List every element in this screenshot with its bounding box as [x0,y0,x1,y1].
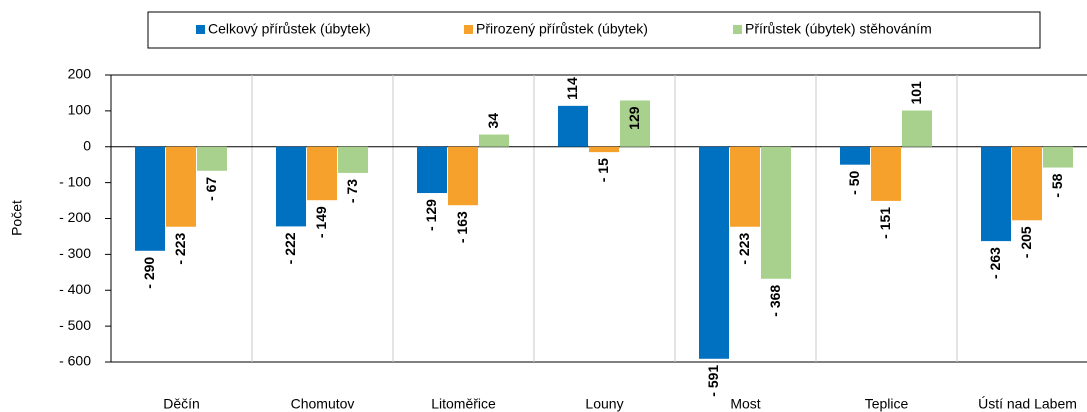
plot-frame [110,74,1087,363]
value-label: - 151 [877,207,893,239]
bar [761,146,791,279]
y-tick-label: - 100 [59,173,91,189]
bar [1012,146,1042,221]
x-tick-label: Chomutov [291,396,355,412]
y-tick-label: 200 [68,66,92,82]
value-label: - 263 [987,247,1003,279]
bar [417,146,447,194]
bar [479,134,509,147]
y-tick-label: 0 [83,137,91,153]
x-tick-label: Litoměřice [431,396,496,412]
bar [840,146,870,165]
y-tick-label: 100 [68,102,92,118]
value-label: - 15 [595,158,611,182]
value-label: - 205 [1018,226,1034,258]
bar [448,146,478,206]
legend-swatch [196,25,205,34]
value-label: - 129 [423,199,439,231]
legend-label: Přírůstek (úbytek) stěhováním [745,21,932,37]
bar [699,146,729,359]
bar [730,146,760,227]
value-label: - 591 [705,365,721,397]
value-label: 101 [908,81,924,105]
value-label: - 222 [282,232,298,264]
value-label: - 58 [1049,173,1065,197]
x-tick-label: Teplice [865,396,909,412]
bar [981,146,1011,242]
value-label: - 50 [846,170,862,194]
y-tick-label: - 500 [59,317,91,333]
value-label: - 223 [736,233,752,265]
value-label: 114 [564,77,580,100]
bar [589,146,619,153]
value-label: - 368 [767,285,783,317]
y-tick-label: - 200 [59,209,91,225]
value-label: - 223 [172,233,188,265]
y-tick-label: - 600 [59,353,91,369]
bar [1043,146,1073,168]
bar [276,146,306,227]
y-axis-title: Počet [9,200,25,236]
bar [166,146,196,227]
legend-label: Přirozený přírůstek (úbytek) [476,21,648,37]
x-tick-label: Děčín [163,396,200,412]
legend-box [147,11,1041,49]
bar [620,100,650,147]
bar [197,146,227,171]
value-label: - 163 [454,211,470,243]
bar [135,146,165,251]
legend-swatch [733,25,742,34]
bar [902,110,932,147]
value-label: - 67 [203,177,219,201]
x-tick-label: Ústí nad Labem [978,396,1077,412]
bar [338,146,368,173]
bar [307,146,337,201]
x-tick-label: Most [730,396,760,412]
value-label: - 149 [313,206,329,238]
value-label: - 73 [344,179,360,203]
bar [558,105,588,147]
value-label: - 290 [141,257,157,289]
y-tick-label: - 400 [59,281,91,297]
legend-label: Celkový přírůstek (úbytek) [208,21,371,37]
value-label: 129 [626,106,642,130]
y-tick-label: - 300 [59,245,91,261]
legend-swatch [464,25,473,34]
x-tick-label: Louny [585,396,623,412]
value-label: 34 [485,113,501,129]
bar [871,146,901,201]
